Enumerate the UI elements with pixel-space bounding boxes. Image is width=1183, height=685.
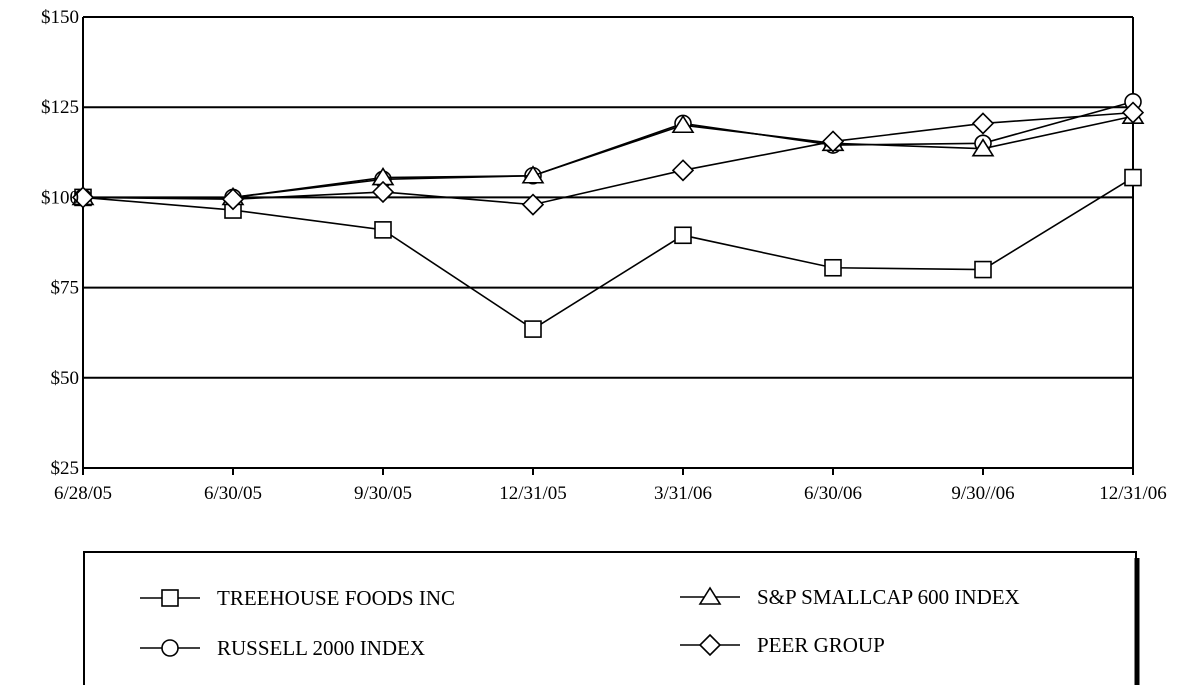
- square-point: [824, 258, 842, 277]
- y-tick-label: $75: [51, 278, 80, 299]
- grid-lines: [83, 16, 1133, 469]
- legend-square-icon: [161, 589, 179, 607]
- x-tick-label: 6/30/06: [804, 483, 862, 504]
- legend-diamond-icon: [698, 633, 722, 657]
- square-point: [674, 226, 692, 245]
- x-tick-label: 12/31/06: [1099, 483, 1167, 504]
- legend-box: [83, 551, 1137, 685]
- x-tick-label: 12/31/05: [499, 483, 567, 504]
- legend-label: TREEHOUSE FOODS INC: [217, 586, 455, 610]
- x-tick-label: 3/31/06: [654, 483, 712, 504]
- square-point: [974, 260, 992, 279]
- series-line: [83, 115, 1134, 199]
- legend-circle-icon: [161, 639, 179, 657]
- series-4: [71, 101, 1145, 216]
- legend-label: RUSSELL 2000 INDEX: [217, 636, 425, 660]
- x-tick-label: 9/30/05: [354, 483, 412, 504]
- triangle-point: [671, 114, 695, 134]
- y-tick-label: $25: [51, 458, 80, 479]
- square-point: [374, 221, 392, 239]
- diamond-point: [671, 159, 695, 182]
- series-lines: [71, 92, 1145, 338]
- y-tick-label: $125: [41, 97, 79, 118]
- series-line: [83, 101, 1134, 199]
- diamond-point: [371, 180, 395, 204]
- legend-item: TREEHOUSE FOODS INC: [140, 586, 455, 610]
- x-tick-label: 9/30//06: [951, 483, 1014, 504]
- y-tick-label: $150: [41, 7, 79, 28]
- legend-item: PEER GROUP: [680, 633, 885, 657]
- diamond-point: [821, 130, 845, 153]
- square-point: [524, 320, 542, 338]
- diamond-point: [221, 188, 245, 211]
- legend-label: S&P SMALLCAP 600 INDEX: [757, 585, 1020, 609]
- series-line: [82, 111, 1134, 206]
- legend: TREEHOUSE FOODS INC RUSSELL 2000 INDEX S&P…: [83, 551, 1140, 685]
- square-point: [1124, 168, 1142, 187]
- y-tick-label: $50: [51, 368, 80, 389]
- diamond-point: [1121, 101, 1145, 124]
- tick-labels: $25 $50 $75 $100 $125 $150 6/28/05 6/30/05 9/30/…: [41, 7, 1167, 504]
- diamond-point: [971, 112, 995, 135]
- triangle-point: [971, 138, 995, 157]
- x-tick-label: 6/28/05: [54, 483, 112, 504]
- axes: [82, 17, 1134, 475]
- diamond-point: [71, 186, 95, 209]
- diamond-point: [521, 193, 545, 216]
- legend-item: RUSSELL 2000 INDEX: [140, 636, 425, 660]
- legend-label: PEER GROUP: [757, 633, 885, 657]
- triangle-point: [521, 165, 545, 184]
- legend-item: S&P SMALLCAP 600 INDEX: [680, 585, 1020, 609]
- legend-triangle-icon: [698, 586, 722, 605]
- series-line: [82, 176, 1134, 331]
- y-tick-label: $100: [41, 187, 79, 208]
- x-tick-label: 6/30/05: [204, 483, 262, 504]
